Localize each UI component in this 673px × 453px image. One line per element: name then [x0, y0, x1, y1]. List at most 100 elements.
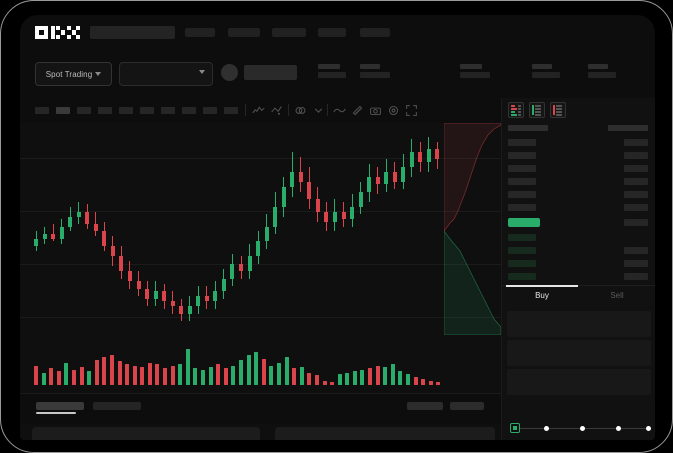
indicators-icon[interactable]: [252, 104, 265, 117]
candle-body: [281, 186, 286, 207]
top-navigation-bar: [20, 15, 655, 48]
chevron-down-icon: [95, 72, 102, 76]
bottom-panel-right[interactable]: [275, 427, 495, 440]
volume-bar: [71, 369, 76, 385]
orderbook-ask-row[interactable]: [508, 191, 536, 198]
candle-body: [119, 256, 124, 272]
spot-trading-dropdown[interactable]: Spot Trading: [35, 62, 112, 86]
volume-bar: [178, 364, 183, 385]
candle-body: [230, 263, 235, 279]
candle-wick: [52, 224, 54, 242]
orderbook-sidebar: Buy Sell: [501, 98, 655, 440]
candle-body: [273, 206, 278, 227]
volume-bar: [239, 360, 243, 385]
orderbook-mode-asks-icon[interactable]: [550, 102, 566, 118]
orderbook-last-price: [508, 218, 540, 227]
timeframe-button-7[interactable]: [161, 107, 175, 114]
orderbook-ask-row[interactable]: [508, 139, 536, 146]
orderbook-bid-row[interactable]: [508, 273, 536, 280]
candle-body: [290, 171, 295, 187]
volume-bar: [94, 360, 99, 385]
volume-bar: [246, 354, 251, 385]
okx-logo[interactable]: [35, 26, 80, 39]
global-search-input[interactable]: [90, 26, 175, 39]
volume-bar: [299, 367, 304, 385]
orderbook-ask-size: [624, 165, 648, 172]
volume-bar: [413, 376, 418, 385]
orderbook-ask-row[interactable]: [508, 152, 536, 159]
amount-slider[interactable]: [510, 423, 651, 433]
orderbook-ask-row[interactable]: [508, 204, 536, 211]
tab-sell[interactable]: Sell: [610, 291, 624, 300]
candle-body: [358, 191, 363, 207]
candle-body: [187, 306, 192, 314]
orderbook-bid-row[interactable]: [508, 247, 536, 254]
slider-step-25[interactable]: [544, 425, 549, 431]
chart-type-icon[interactable]: [270, 104, 283, 117]
nav-item-1[interactable]: [185, 28, 215, 37]
orderbook-ask-size: [624, 139, 648, 146]
volume-bar: [322, 380, 327, 385]
timeframe-button-10[interactable]: [224, 107, 238, 114]
volume-bar: [117, 361, 122, 385]
bottom-tab-1[interactable]: [36, 402, 84, 410]
candle-body: [315, 199, 320, 212]
timeframe-button-1[interactable]: [35, 107, 49, 114]
candlestick-chart[interactable]: [20, 123, 501, 335]
chevron-down-icon: [199, 70, 205, 74]
bottom-action-1[interactable]: [407, 402, 443, 410]
ruler-icon[interactable]: [351, 104, 364, 117]
chevron-down-icon[interactable]: [312, 104, 325, 117]
slider-step-100[interactable]: [646, 425, 651, 431]
nav-item-3[interactable]: [272, 28, 306, 37]
bottom-action-2[interactable]: [450, 402, 484, 410]
orderbook-ask-row[interactable]: [508, 178, 536, 185]
timeframe-button-6[interactable]: [140, 107, 154, 114]
candle-body: [341, 211, 346, 220]
timeframe-button-2[interactable]: [56, 107, 70, 114]
timeframe-button-4[interactable]: [98, 107, 112, 114]
candle-body: [162, 291, 167, 302]
total-field[interactable]: [507, 369, 651, 396]
timeframe-button-9[interactable]: [203, 107, 217, 114]
slider-step-75[interactable]: [616, 425, 621, 431]
candle-body: [409, 151, 414, 167]
volume-bar: [87, 371, 92, 385]
volume-bar: [163, 368, 168, 385]
volume-bar: [102, 357, 107, 385]
orderbook-view-modes: [508, 102, 566, 118]
camera-icon[interactable]: [369, 104, 382, 117]
orderbook-bid-row[interactable]: [508, 234, 536, 241]
candle-body: [239, 263, 243, 272]
volume-bar: [208, 367, 213, 385]
volume-bar: [314, 375, 319, 385]
compare-icon[interactable]: [294, 104, 307, 117]
amount-field[interactable]: [507, 340, 651, 367]
price-field[interactable]: [507, 311, 651, 338]
nav-item-2[interactable]: [228, 28, 260, 37]
orderbook-bid-row[interactable]: [508, 260, 536, 267]
fullscreen-icon[interactable]: [405, 104, 418, 117]
timeframe-button-8[interactable]: [182, 107, 196, 114]
orderbook-mode-bids-icon[interactable]: [529, 102, 545, 118]
bottom-tab-2[interactable]: [93, 402, 141, 410]
volume-bar: [56, 371, 61, 385]
slider-handle[interactable]: [510, 423, 520, 433]
tab-buy[interactable]: Buy: [535, 291, 549, 300]
line-chart-icon[interactable]: [333, 104, 346, 117]
timeframe-button-5[interactable]: [119, 107, 133, 114]
nav-item-4[interactable]: [318, 28, 346, 37]
orderbook-bid-size: [624, 273, 648, 280]
candle-body: [426, 149, 431, 162]
settings-icon[interactable]: [387, 104, 400, 117]
toolbar-divider: [288, 104, 289, 116]
stat-1: [318, 64, 346, 78]
bottom-panel-left[interactable]: [32, 427, 260, 440]
slider-step-50[interactable]: [580, 425, 585, 431]
orderbook-mode-both-icon[interactable]: [508, 102, 524, 118]
timeframe-button-3[interactable]: [77, 107, 91, 114]
volume-bar: [185, 349, 190, 385]
nav-item-5[interactable]: [360, 28, 390, 37]
trading-pair-select[interactable]: [119, 62, 213, 86]
orderbook-ask-row[interactable]: [508, 165, 536, 172]
